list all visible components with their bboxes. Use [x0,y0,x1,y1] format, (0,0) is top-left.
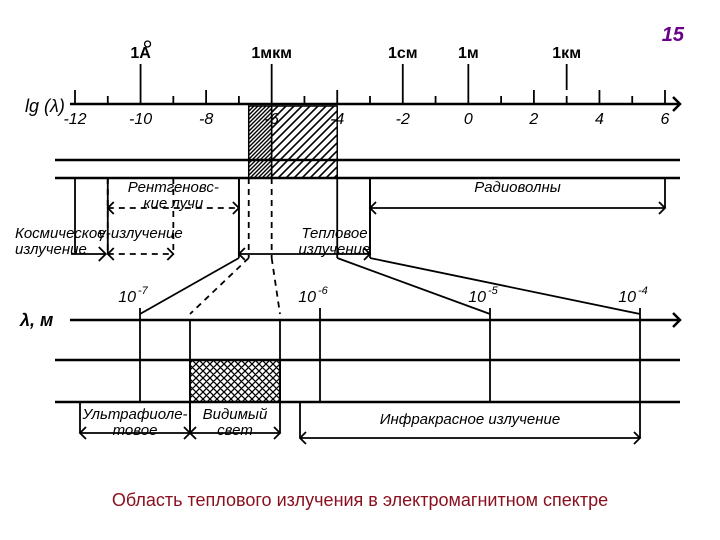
svg-text:-10: -10 [129,111,152,128]
svg-text:-6: -6 [318,285,329,297]
svg-text:Инфракрасное излучение: Инфракрасное излучение [380,411,560,428]
svg-text:10: 10 [468,289,486,306]
svg-text:Тепловоеизлучение: Тепловоеизлучение [299,225,371,258]
svg-text:-8: -8 [199,111,213,128]
svg-text:10: 10 [118,289,136,306]
svg-text:γ-излучение: γ-излучение [98,225,182,242]
page-number: 15 [662,24,684,47]
svg-text:-2: -2 [396,111,410,128]
svg-text:Радиоволны: Радиоволны [474,179,561,196]
svg-text:-4: -4 [638,285,648,297]
svg-text:10: 10 [298,289,316,306]
caption: Область теплового излучения в электромаг… [0,490,720,511]
svg-text:λ, м: λ, м [19,310,53,330]
svg-text:0: 0 [464,111,473,128]
svg-text:1м: 1м [458,45,479,62]
svg-text:10: 10 [618,289,636,306]
svg-text:lg (λ): lg (λ) [25,96,65,116]
svg-text:2: 2 [528,111,538,128]
svg-text:4: 4 [595,111,604,128]
svg-text:1см: 1см [388,45,418,62]
svg-text:1мкм: 1мкм [251,45,292,62]
svg-text:-7: -7 [138,285,149,297]
svg-text:-5: -5 [488,285,499,297]
svg-text:6: 6 [661,111,670,128]
svg-text:Космическоеизлучение: Космическоеизлучение [15,225,106,258]
svg-text:-12: -12 [63,111,86,128]
svg-text:1км: 1км [552,45,581,62]
